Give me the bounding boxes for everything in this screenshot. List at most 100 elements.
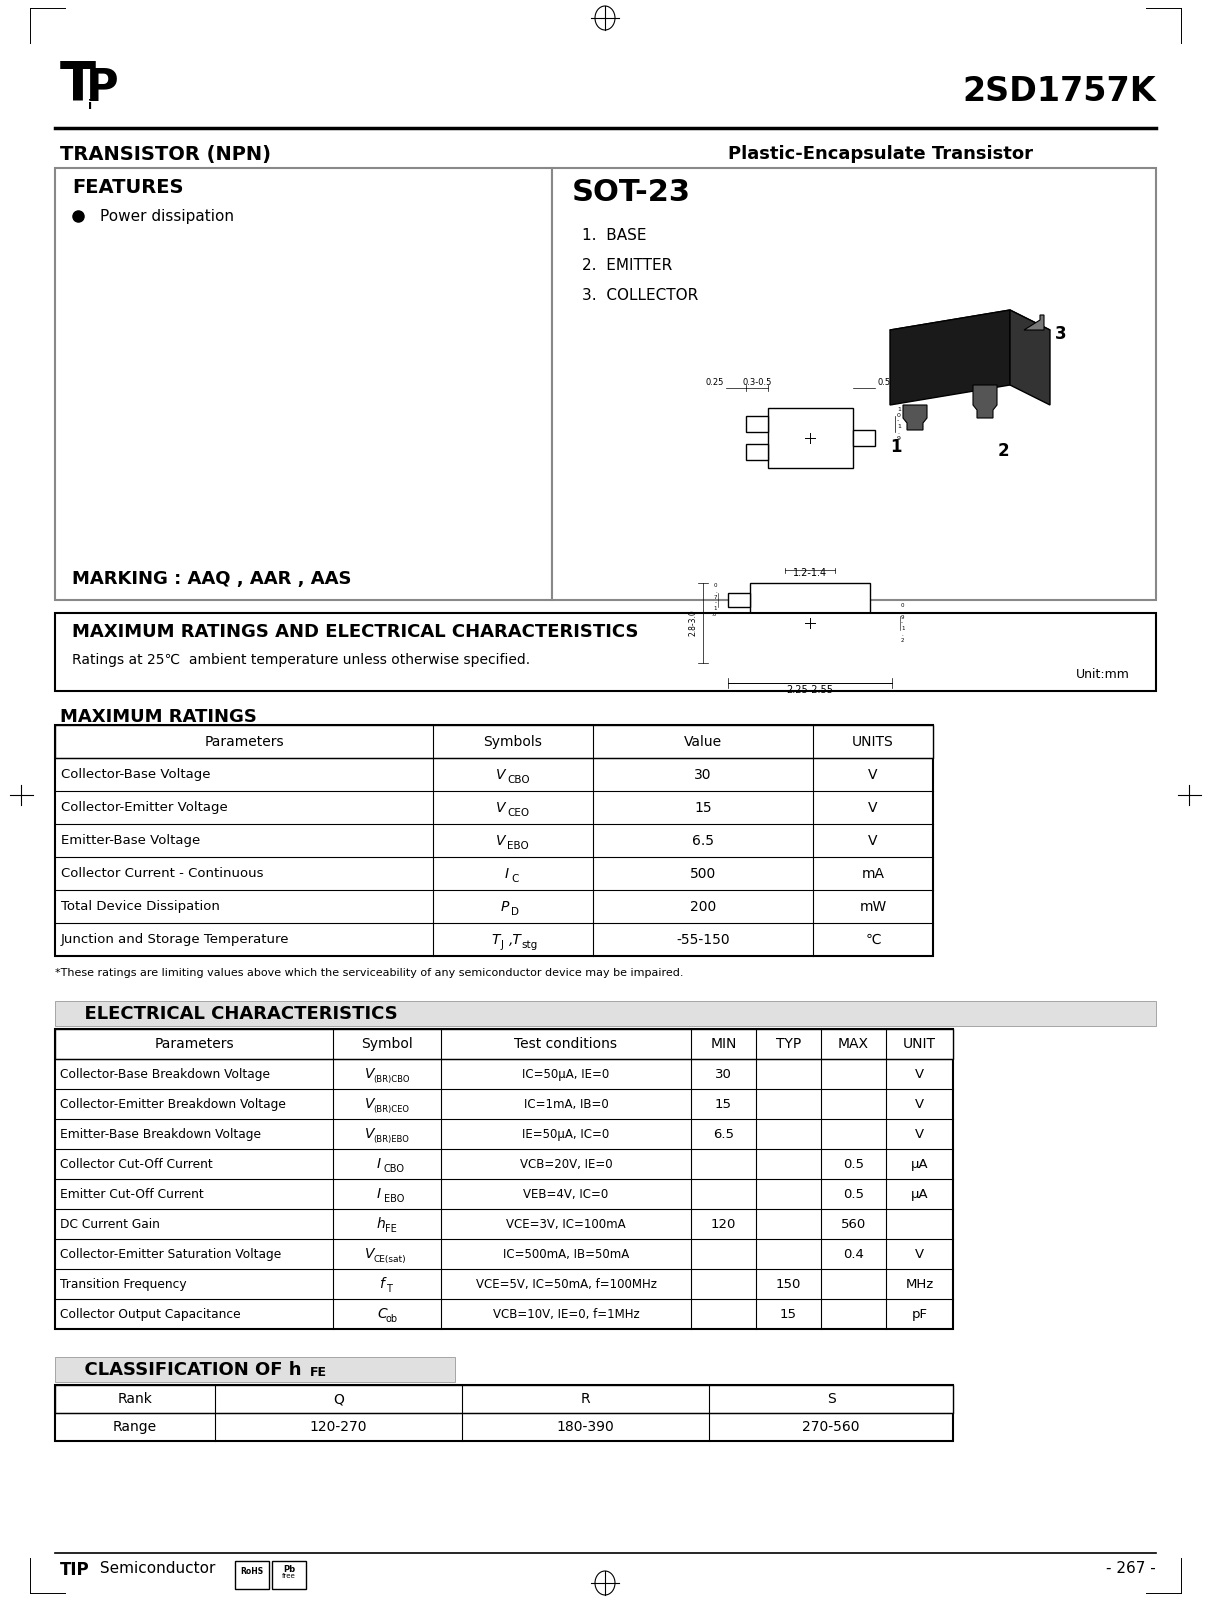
Text: Unit:mm: Unit:mm [1077, 668, 1130, 680]
Text: 2: 2 [998, 442, 1010, 459]
Text: Collector Output Capacitance: Collector Output Capacitance [61, 1308, 241, 1321]
Bar [869, 616, 893, 631]
Bar [768, 408, 853, 467]
Text: Symbol: Symbol [361, 1037, 413, 1050]
Text: V: V [916, 1127, 924, 1140]
Text: V: V [365, 1097, 374, 1111]
Text: CBO: CBO [384, 1164, 404, 1174]
Text: 15: 15 [780, 1308, 797, 1321]
Text: V: V [495, 834, 505, 847]
Text: 2.25-2.55: 2.25-2.55 [786, 685, 833, 695]
Text: MAXIMUM RATINGS: MAXIMUM RATINGS [61, 708, 257, 725]
Text: 0.55: 0.55 [877, 378, 895, 387]
Text: IC=500mA, IB=50mA: IC=500mA, IB=50mA [503, 1247, 630, 1260]
Text: Range: Range [113, 1420, 157, 1434]
Bar [272, 1561, 306, 1590]
Text: -55-150: -55-150 [676, 932, 730, 946]
Text: IC=50μA, IE=0: IC=50μA, IE=0 [522, 1068, 609, 1081]
Text: Collector-Base Voltage: Collector-Base Voltage [61, 768, 211, 781]
Text: CE(sat): CE(sat) [373, 1255, 406, 1263]
Text: ob: ob [385, 1314, 397, 1324]
Text: μA: μA [911, 1188, 929, 1201]
Text: Symbols: Symbols [483, 735, 543, 749]
Text: ELECTRICAL CHARACTERISTICS: ELECTRICAL CHARACTERISTICS [71, 1005, 397, 1023]
Text: h: h [377, 1217, 386, 1231]
Text: V: V [916, 1068, 924, 1081]
Text: 1.2-1.4: 1.2-1.4 [793, 568, 827, 578]
Text: 6.5: 6.5 [713, 1127, 734, 1140]
Text: VCE=3V, IC=100mA: VCE=3V, IC=100mA [506, 1217, 626, 1231]
Text: 3: 3 [1055, 325, 1067, 343]
Text: mW: mW [860, 900, 886, 914]
Text: Emitter-Base Voltage: Emitter-Base Voltage [61, 834, 200, 847]
Text: V: V [916, 1098, 924, 1111]
Bar [54, 1029, 953, 1329]
Text: VCB=20V, IE=0: VCB=20V, IE=0 [520, 1158, 613, 1170]
Text: 150: 150 [776, 1278, 802, 1290]
Text: V: V [916, 1247, 924, 1260]
Text: Pb: Pb [283, 1566, 295, 1574]
Bar [235, 1561, 269, 1590]
Text: 120-270: 120-270 [310, 1420, 367, 1434]
Bar [54, 1029, 953, 1058]
Text: Plastic-Encapsulate Transistor: Plastic-Encapsulate Transistor [728, 146, 1033, 163]
Text: RoHS: RoHS [241, 1567, 264, 1575]
Bar [54, 1385, 953, 1414]
Text: (BR)CBO: (BR)CBO [373, 1074, 409, 1084]
Text: 0
.
7
-
1
.0: 0 . 7 - 1 .0 [712, 583, 717, 616]
Text: free: free [282, 1574, 295, 1579]
Text: V: V [868, 767, 878, 781]
Text: MIN: MIN [711, 1037, 736, 1050]
Polygon shape [890, 311, 1050, 351]
Text: FEATURES: FEATURES [71, 178, 184, 197]
Text: DC Current Gain: DC Current Gain [61, 1217, 160, 1231]
Bar [746, 443, 768, 459]
Text: J: J [501, 940, 504, 949]
Text: i: i [88, 99, 92, 112]
Text: (BR)CEO: (BR)CEO [373, 1105, 409, 1114]
Text: Power dissipation: Power dissipation [101, 210, 234, 224]
Bar [728, 639, 750, 653]
Text: I: I [505, 866, 509, 881]
Text: Rank: Rank [117, 1391, 153, 1406]
Bar [54, 1385, 953, 1441]
Text: MHz: MHz [906, 1278, 934, 1290]
Text: TRANSISTOR (NPN): TRANSISTOR (NPN) [61, 146, 271, 163]
Text: Emitter Cut-Off Current: Emitter Cut-Off Current [61, 1188, 203, 1201]
Text: Q: Q [333, 1391, 344, 1406]
Text: Collector Current - Continuous: Collector Current - Continuous [61, 868, 264, 881]
Text: Value: Value [684, 735, 722, 749]
Text: Collector-Base Breakdown Voltage: Collector-Base Breakdown Voltage [61, 1068, 270, 1081]
Text: P: P [86, 67, 119, 110]
Text: pF: pF [912, 1308, 928, 1321]
Bar [54, 168, 552, 600]
Text: V: V [868, 834, 878, 847]
Text: V: V [365, 1127, 374, 1142]
Text: 180-390: 180-390 [557, 1420, 614, 1434]
Bar [54, 613, 1157, 692]
Bar [853, 431, 876, 447]
Text: ,T: ,T [509, 932, 522, 946]
Text: T: T [386, 1284, 392, 1294]
Text: FE: FE [310, 1366, 327, 1378]
Text: 1
0
-
1
.
9: 1 0 - 1 . 9 [897, 407, 901, 440]
Text: 270-560: 270-560 [802, 1420, 860, 1434]
Text: μA: μA [911, 1158, 929, 1170]
Text: FE: FE [385, 1225, 397, 1234]
Text: EBO: EBO [507, 841, 529, 850]
Text: 0
.
9
-
1
.
2: 0 . 9 - 1 . 2 [901, 604, 905, 644]
Text: 2.8-3.0: 2.8-3.0 [688, 610, 698, 636]
Text: Transition Frequency: Transition Frequency [61, 1278, 186, 1290]
Text: CBO: CBO [507, 775, 529, 784]
Text: mA: mA [861, 866, 884, 881]
Polygon shape [890, 311, 1010, 405]
Text: TIP: TIP [61, 1561, 90, 1579]
Text: S: S [827, 1391, 836, 1406]
Text: R: R [581, 1391, 590, 1406]
Text: Collector-Emitter Breakdown Voltage: Collector-Emitter Breakdown Voltage [61, 1098, 286, 1111]
Text: C: C [377, 1306, 386, 1321]
Text: VEB=4V, IC=0: VEB=4V, IC=0 [523, 1188, 609, 1201]
Polygon shape [1010, 311, 1050, 405]
Text: Parameters: Parameters [205, 735, 283, 749]
Text: 2.  EMITTER: 2. EMITTER [582, 258, 672, 274]
